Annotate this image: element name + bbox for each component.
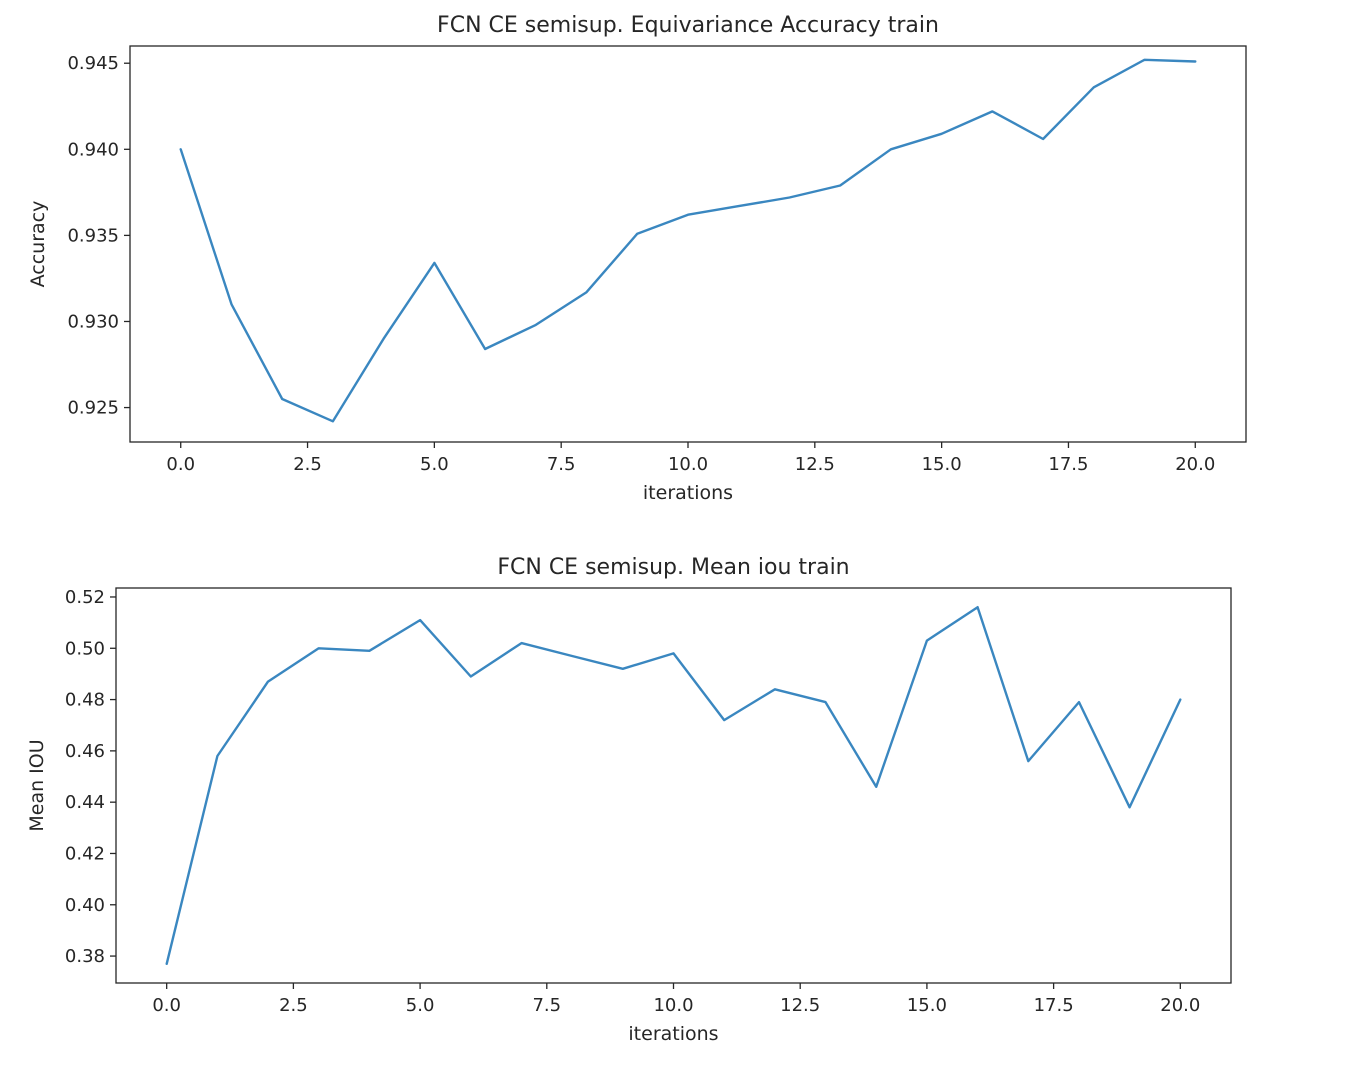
chart1-x-tick-label: 5.0 [420,454,449,475]
chart2-y-axis-label: Mean IOU [26,739,48,831]
chart2-title: FCN CE semisup. Mean iou train [497,555,849,580]
chart2-x-tick-label: 17.5 [1034,995,1074,1016]
chart2-y-tick-label: 0.40 [65,895,105,916]
chart2-x-tick-label: 5.0 [406,995,435,1016]
chart1-title: FCN CE semisup. Equivariance Accuracy tr… [437,13,939,38]
chart2-y-tick-label: 0.48 [65,690,105,711]
chart1-x-tick-label: 0.0 [166,454,195,475]
chart1-y-axis-label: Accuracy [27,201,49,288]
chart2-x-axis-label: iterations [628,1023,718,1045]
chart2-y-tick-label: 0.42 [65,843,105,864]
chart2-x-tick-label: 12.5 [780,995,820,1016]
chart1-x-tick-label: 2.5 [293,454,322,475]
chart2-y-tick-label: 0.52 [65,587,105,608]
chart2-x-tick-label: 10.0 [653,995,693,1016]
chart2-series-line [165,606,1182,965]
chart1-y-tick-label: 0.945 [67,53,119,74]
chart1-x-tick-label: 15.0 [922,454,962,475]
chart1-x-tick-label: 12.5 [795,454,835,475]
chart1-series-line [179,58,1197,423]
chart1-x-tick-label: 17.5 [1048,454,1088,475]
chart1-x-tick-label: 7.5 [547,454,576,475]
chart2-x-tick-label: 7.5 [532,995,561,1016]
chart1-y-tick-label: 0.925 [67,398,119,419]
chart2-x-tick-label: 20.0 [1160,995,1200,1016]
chart1-x-tick-label: 10.0 [668,454,708,475]
chart2-x-tick-label: 15.0 [907,995,947,1016]
chart1-x-axis-label: iterations [643,482,733,504]
chart2-axes-frame [115,587,1232,984]
chart2-x-tick-label: 0.0 [152,995,181,1016]
chart2-y-tick-label: 0.38 [65,946,105,967]
chart1-y-tick-label: 0.930 [67,311,119,332]
chart1-y-tick-label: 0.940 [67,139,119,160]
chart1-y-tick-label: 0.935 [67,225,119,246]
chart1-axes-frame [129,45,1247,443]
chart1-x-tick-label: 20.0 [1175,454,1215,475]
chart2-y-tick-label: 0.46 [65,741,105,762]
chart2-y-tick-label: 0.44 [65,792,105,813]
chart2-y-tick-label: 0.50 [65,638,105,659]
chart2-x-tick-label: 2.5 [279,995,308,1016]
